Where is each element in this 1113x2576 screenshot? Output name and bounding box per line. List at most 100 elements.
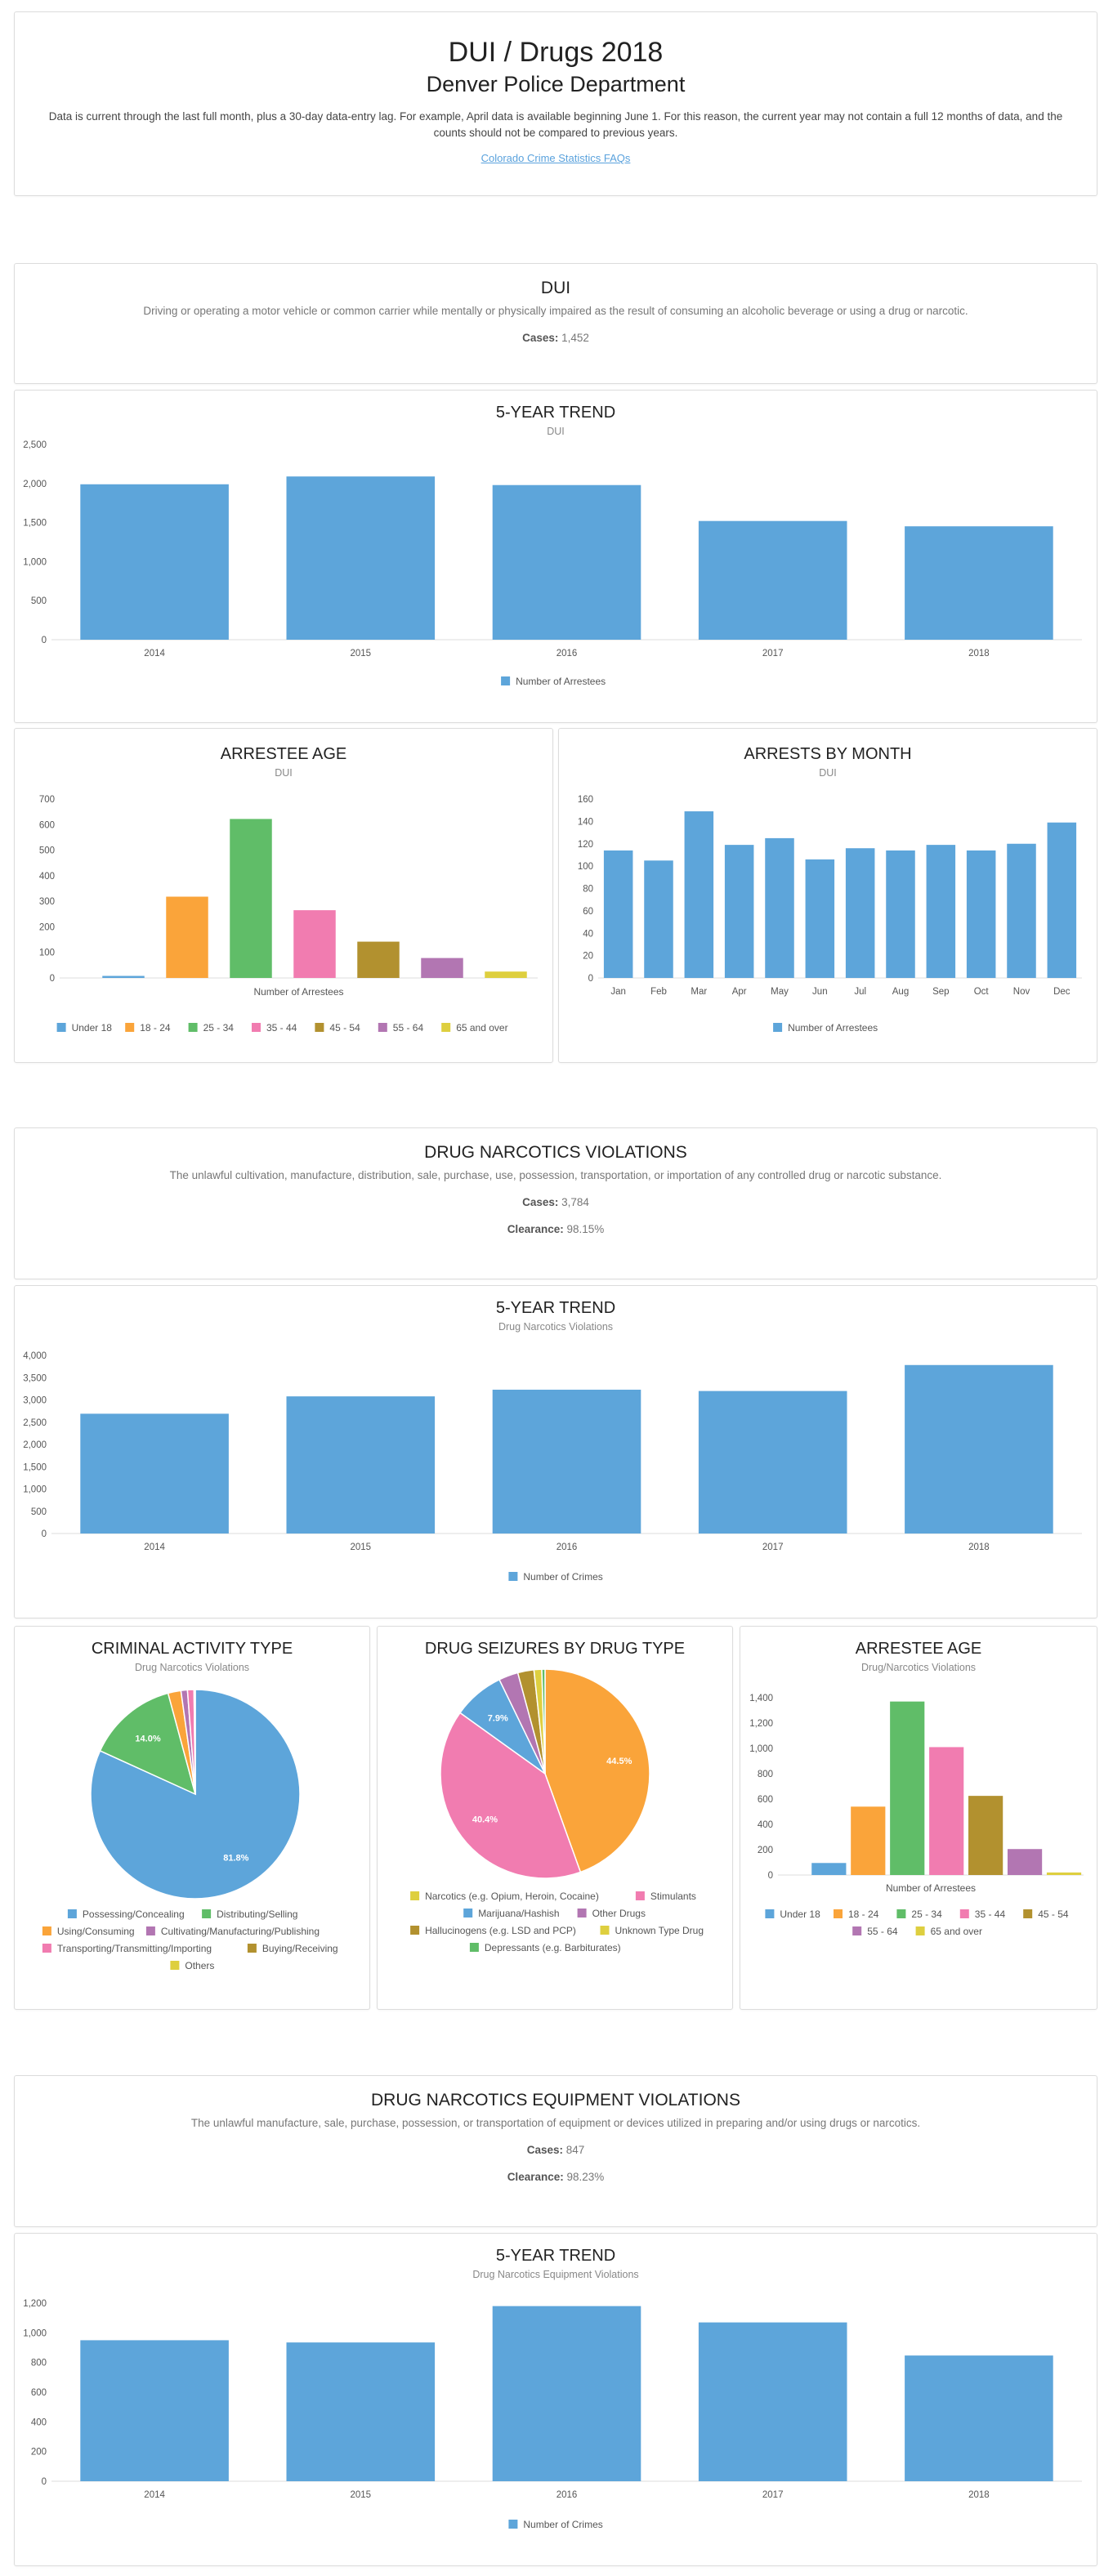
x-tick-label: Mar bbox=[691, 987, 707, 997]
legend-label: Possessing/Concealing bbox=[83, 1909, 185, 1920]
y-tick-label: 160 bbox=[578, 795, 593, 805]
legend-label: Cultivating/Manufacturing/Publishing bbox=[161, 1926, 320, 1937]
x-tick-label: Jan bbox=[610, 987, 626, 997]
header-card: DUI / Drugs 2018 Denver Police Departmen… bbox=[14, 11, 1097, 196]
legend-label: Buying/Receiving bbox=[262, 1943, 338, 1954]
legend-swatch bbox=[1023, 1909, 1033, 1918]
legend-label: Narcotics (e.g. Opium, Heroin, Cocaine) bbox=[425, 1891, 599, 1902]
y-tick-label: 2,000 bbox=[23, 480, 47, 489]
bar bbox=[966, 850, 996, 978]
y-tick-label: 40 bbox=[583, 929, 593, 939]
y-tick-label: 0 bbox=[42, 2477, 47, 2487]
y-tick-label: 800 bbox=[758, 1770, 773, 1779]
pie-slice bbox=[99, 1692, 197, 1796]
y-tick-label: 1,000 bbox=[23, 1485, 47, 1495]
bar bbox=[698, 1391, 847, 1534]
legend-swatch bbox=[508, 1572, 518, 1581]
bar bbox=[1046, 1872, 1082, 1875]
legend-label: 65 and over bbox=[931, 1926, 982, 1937]
y-tick-label: 1,000 bbox=[23, 2328, 47, 2338]
chart-subtitle: DUI bbox=[819, 767, 837, 779]
y-tick-label: 1,200 bbox=[749, 1719, 773, 1729]
equip-clearance: Clearance: 98.23% bbox=[507, 2171, 605, 2183]
dui-age-card: ARRESTEE AGE DUI 0 100 200 300 400 500 600 700 N… bbox=[14, 728, 553, 1063]
legend-swatch bbox=[959, 1909, 969, 1918]
y-tick-label: 600 bbox=[31, 2388, 47, 2398]
legend-swatch bbox=[188, 1023, 198, 1032]
x-tick-label: 2014 bbox=[144, 649, 165, 659]
drug-trend-chart: 0 500 1,000 1,500 2,000 2,500 3,000 3,500 4,000 2… bbox=[23, 1351, 1082, 1583]
pie-value-label: 7.9% bbox=[488, 1714, 508, 1724]
drug-cases: Cases: 3,784 bbox=[522, 1196, 589, 1208]
x-tick-label: 2016 bbox=[556, 649, 578, 659]
bar bbox=[805, 859, 835, 978]
legend-swatch bbox=[145, 1926, 155, 1935]
x-tick-label: Apr bbox=[732, 987, 747, 997]
x-tick-label: 2017 bbox=[762, 2490, 784, 2500]
bar bbox=[765, 837, 794, 978]
legend-label: 18 - 24 bbox=[848, 1909, 879, 1920]
pie-value-label: 44.5% bbox=[606, 1757, 632, 1766]
legend-label: Number of Arrestees bbox=[516, 676, 606, 687]
y-tick-label: 1,000 bbox=[749, 1744, 773, 1754]
y-tick-label: 2,500 bbox=[23, 440, 47, 450]
legend-label: Other Drugs bbox=[592, 1908, 646, 1919]
y-tick-label: 600 bbox=[758, 1795, 773, 1805]
bar bbox=[80, 1413, 229, 1534]
legend-label: Transporting/Transmitting/Importing bbox=[57, 1943, 212, 1954]
legend-label: Under 18 bbox=[72, 1022, 113, 1034]
legend-label: 18 - 24 bbox=[140, 1022, 171, 1034]
x-tick-label: 2016 bbox=[556, 1542, 578, 1552]
legend-label: Distributing/Selling bbox=[217, 1909, 297, 1920]
bar bbox=[286, 2342, 436, 2481]
chart-subtitle: Drug Narcotics Violations bbox=[498, 1321, 614, 1333]
legend-swatch bbox=[410, 1926, 420, 1935]
legend-label: Using/Consuming bbox=[57, 1926, 135, 1937]
legend-swatch bbox=[247, 1944, 257, 1953]
bar bbox=[905, 526, 1053, 640]
y-tick-label: 2,000 bbox=[23, 1440, 47, 1450]
x-tick-label: 2018 bbox=[968, 1542, 990, 1552]
x-tick-label: 2014 bbox=[144, 1542, 165, 1552]
pie-slice bbox=[440, 1712, 582, 1879]
legend-label: 55 - 64 bbox=[393, 1022, 424, 1034]
chart-title: CRIMINAL ACTIVITY TYPE bbox=[91, 1640, 293, 1658]
drug-title: DRUG NARCOTICS VIOLATIONS bbox=[424, 1143, 687, 1162]
y-tick-label: 1,000 bbox=[23, 557, 47, 567]
y-tick-label: 1,200 bbox=[23, 2299, 47, 2309]
legend-swatch bbox=[635, 1891, 645, 1900]
y-tick-label: 400 bbox=[31, 2418, 47, 2427]
y-tick-label: 80 bbox=[583, 885, 593, 895]
y-tick-label: 0 bbox=[42, 1529, 47, 1539]
bar bbox=[890, 1701, 925, 1875]
y-tick-label: 0 bbox=[768, 1871, 773, 1881]
legend-label: Number of Crimes bbox=[523, 2519, 602, 2530]
y-tick-label: 600 bbox=[39, 820, 55, 830]
legend-label: Hallucinogens (e.g. LSD and PCP) bbox=[425, 1925, 576, 1936]
bar bbox=[357, 941, 400, 978]
x-tick-label: May bbox=[771, 987, 789, 997]
y-tick-label: 300 bbox=[39, 897, 55, 907]
y-tick-label: 500 bbox=[31, 596, 47, 606]
legend-label: 35 - 44 bbox=[266, 1022, 297, 1034]
legend-label: Under 18 bbox=[780, 1909, 820, 1920]
bar bbox=[421, 958, 463, 978]
legend-label: Marijuana/Hashish bbox=[478, 1908, 559, 1919]
y-tick-label: 140 bbox=[578, 817, 593, 827]
legend-swatch bbox=[852, 1926, 862, 1935]
legend-swatch bbox=[67, 1909, 77, 1918]
dui-age-chart: 0 100 200 300 400 500 600 700 Number of Arrestee… bbox=[39, 795, 538, 1034]
equip-description: The unlawful manufacture, sale, purchase… bbox=[190, 2117, 921, 2129]
y-tick-label: 1,500 bbox=[23, 1462, 47, 1472]
legend-swatch bbox=[765, 1909, 775, 1918]
dui-summary-card: DUI Driving or operating a motor vehicle… bbox=[14, 263, 1097, 384]
chart-title: 5-YEAR TREND bbox=[495, 2247, 616, 2265]
bar bbox=[166, 896, 208, 978]
legend-swatch bbox=[42, 1944, 51, 1953]
y-tick-label: 500 bbox=[31, 1507, 47, 1517]
drug-clearance: Clearance: 98.15% bbox=[507, 1223, 605, 1235]
bar bbox=[485, 971, 527, 978]
drug-age-card: ARRESTEE AGE Drug/Narcotics Violations 0… bbox=[740, 1626, 1097, 2010]
x-axis-label: Number of Arrestees bbox=[886, 1882, 976, 1894]
faq-link[interactable]: Colorado Crime Statistics FAQs bbox=[481, 152, 631, 164]
